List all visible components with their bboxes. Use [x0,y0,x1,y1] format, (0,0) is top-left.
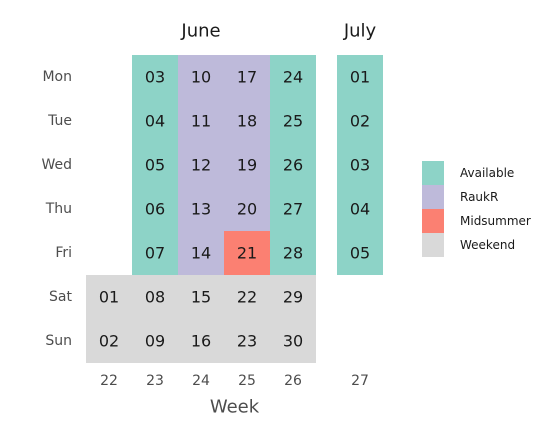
day-number-label: 22 [237,288,257,307]
day-number-label: 24 [283,68,303,87]
day-tile [270,187,316,231]
day-tile [178,55,224,99]
day-number-label: 15 [191,288,211,307]
day-number-label: 03 [350,156,370,175]
day-number-label: 26 [283,156,303,175]
day-tile [337,99,383,143]
month-label: June [180,21,220,42]
day-number-label: 05 [350,244,370,263]
legend: Available RaukR Midsummer Weekend [422,161,531,257]
legend-swatch-weekend [422,233,444,257]
day-number-label: 17 [237,68,257,87]
day-tile [270,231,316,275]
weekday-label: Sun [45,333,72,349]
day-tile [132,275,178,319]
day-tile [178,187,224,231]
day-tile [178,99,224,143]
day-number-label: 10 [191,68,211,87]
day-tile [132,143,178,187]
week-tick-label: 22 [100,373,118,389]
day-number-label: 03 [145,68,165,87]
day-tile [224,231,270,275]
day-number-label: 29 [283,288,303,307]
day-tile [86,319,132,363]
day-tile [132,187,178,231]
day-number-label: 14 [191,244,211,263]
day-number-label: 21 [237,244,257,263]
day-number-label: 06 [145,200,165,219]
day-tile [337,143,383,187]
weekday-label: Thu [45,201,72,217]
week-tick-label: 24 [192,373,210,389]
day-tile [270,99,316,143]
day-number-label: 01 [99,288,119,307]
day-tile [132,231,178,275]
day-number-label: 08 [145,288,165,307]
day-number-label: 30 [283,332,303,351]
day-number-label: 02 [99,332,119,351]
day-tile [178,275,224,319]
day-tile [224,319,270,363]
legend-label-midsummer: Midsummer [460,214,531,228]
day-number-label: 04 [145,112,165,131]
day-tile [224,275,270,319]
day-tile [270,55,316,99]
day-number-label: 20 [237,200,257,219]
day-tile [178,319,224,363]
day-number-label: 04 [350,200,370,219]
legend-label-raukr: RaukR [460,190,498,204]
day-number-label: 02 [350,112,370,131]
legend-swatch-midsummer [422,209,444,233]
day-number-label: 25 [283,112,303,131]
day-number-label: 13 [191,200,211,219]
day-tile [224,55,270,99]
day-tile [224,143,270,187]
day-tile [86,275,132,319]
x-axis-title: Week [210,397,260,418]
day-tile [132,99,178,143]
legend-swatch-raukr [422,185,444,209]
day-tile [270,275,316,319]
day-number-label: 28 [283,244,303,263]
day-number-label: 07 [145,244,165,263]
day-number-label: 16 [191,332,211,351]
legend-swatch-available [422,161,444,185]
day-number-label: 27 [283,200,303,219]
day-number-label: 23 [237,332,257,351]
day-tile [270,143,316,187]
day-number-label: 05 [145,156,165,175]
day-number-label: 09 [145,332,165,351]
day-tile [224,187,270,231]
legend-label-available: Available [460,166,514,180]
legend-label-weekend: Weekend [460,238,515,252]
day-tile [337,187,383,231]
weekday-label: Wed [41,157,72,173]
week-tick-label: 25 [238,373,256,389]
day-tile [132,319,178,363]
day-number-label: 12 [191,156,211,175]
month-label: July [343,21,377,42]
day-tile [132,55,178,99]
week-tick-label: 26 [284,373,302,389]
cells-layer [86,55,383,363]
labels-layer: 01 02 03 04 05 06 07 08 09 10 11 12 13 14 15 16 17 18 19 20… [41,21,376,418]
weekday-label: Tue [47,113,72,129]
week-tick-label: 23 [146,373,164,389]
day-number-label: 01 [350,68,370,87]
day-tile [178,231,224,275]
day-tile [337,231,383,275]
day-number-label: 18 [237,112,257,131]
day-number-label: 19 [237,156,257,175]
day-tile [270,319,316,363]
day-tile [178,143,224,187]
day-tile [224,99,270,143]
day-number-label: 11 [191,112,211,131]
week-tick-label: 27 [351,373,369,389]
weekday-label: Mon [42,69,72,85]
weekday-label: Fri [55,245,72,261]
weekday-label: Sat [49,289,72,305]
day-tile [337,55,383,99]
